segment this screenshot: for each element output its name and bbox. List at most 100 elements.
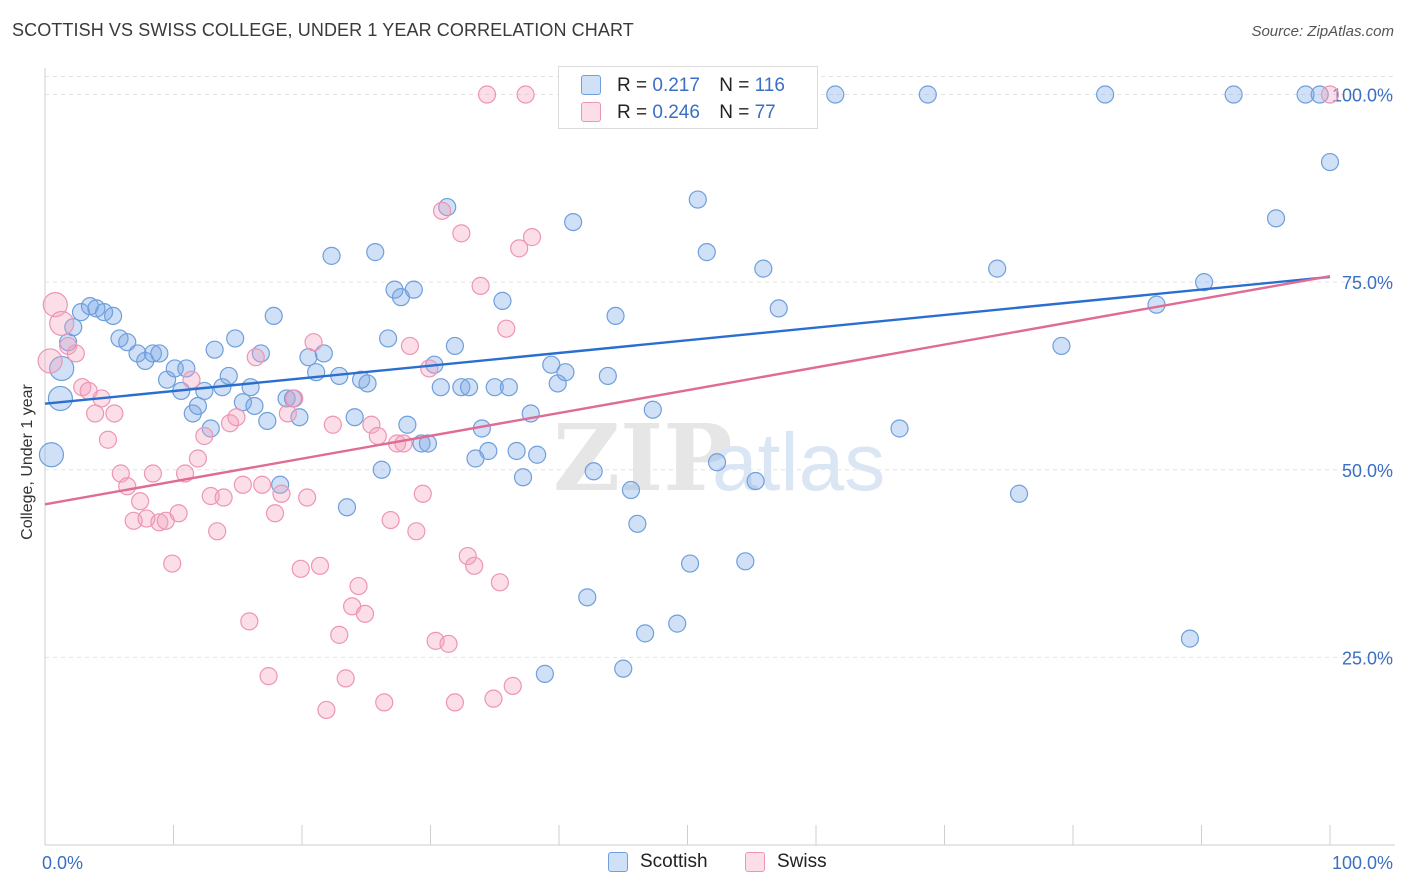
scottish-point-48 — [372, 460, 391, 479]
scottish-point-59 — [445, 336, 465, 356]
scottish-point-14 — [143, 344, 163, 363]
swiss-point-63 — [445, 693, 465, 712]
scottish-point-65 — [485, 378, 504, 397]
scottish-point-85 — [628, 514, 647, 533]
scottish-point-84 — [621, 480, 641, 500]
swiss-point-29 — [227, 408, 246, 427]
scottish-point-32 — [258, 411, 277, 431]
legend-swatch-scottish — [581, 75, 601, 95]
scottish-point-27 — [226, 329, 245, 348]
scottish-point-76 — [564, 212, 583, 232]
scottish-point-52 — [398, 415, 417, 434]
swiss-point-35 — [265, 504, 285, 523]
data-points — [37, 85, 1340, 720]
swiss-point-38 — [285, 389, 304, 408]
swiss-point-56 — [400, 336, 420, 356]
swiss-point-36 — [272, 484, 291, 503]
gridlines — [45, 76, 1395, 658]
swiss-point-66 — [465, 556, 484, 575]
scottish-point-13 — [136, 351, 155, 371]
scottish-point-68 — [507, 441, 526, 461]
scottish-point-60 — [452, 378, 471, 397]
scottish-point-95 — [736, 552, 755, 571]
scottish-point-35 — [277, 389, 296, 408]
bottom-legend-label-swiss: Swiss — [777, 851, 827, 872]
swiss-point-7 — [86, 404, 105, 423]
scottish-point-19 — [177, 359, 196, 378]
swiss-point-68 — [477, 85, 497, 104]
swiss-point-62 — [439, 634, 458, 653]
swiss-point-32 — [246, 348, 265, 367]
scottish-point-40 — [314, 344, 333, 363]
scottish-point-98 — [769, 299, 788, 318]
scottish-point-64 — [479, 441, 498, 461]
legend-n-label: N = — [719, 75, 750, 96]
scottish-point-37 — [290, 408, 309, 427]
scottish-point-1 — [47, 385, 74, 412]
swiss-point-43 — [317, 700, 336, 720]
swiss-point-3 — [59, 336, 78, 356]
swiss-point-51 — [368, 426, 387, 446]
scottish-point-101 — [918, 85, 937, 104]
swiss-point-27 — [214, 488, 233, 507]
swiss-point-40 — [298, 488, 317, 507]
scottish-point-111 — [1296, 85, 1315, 104]
scottish-point-30 — [245, 396, 264, 416]
scottish-point-75 — [556, 363, 575, 382]
swiss-point-59 — [420, 359, 439, 378]
scottish-point-23 — [201, 419, 220, 438]
legend-r-label: R = — [617, 102, 648, 123]
scottish-point-100 — [890, 419, 909, 438]
scottish-point-103 — [1009, 484, 1029, 503]
watermark-zip: ZIP — [553, 404, 732, 512]
swiss-point-16 — [143, 464, 163, 483]
legend-r-value-swiss: 0.246 — [652, 102, 700, 123]
scottish-point-47 — [366, 243, 385, 262]
swiss-point-67 — [471, 276, 490, 295]
scottish-point-99 — [826, 85, 845, 104]
legend-r-label: R = — [617, 75, 648, 96]
swiss-point-65 — [458, 546, 477, 566]
swiss-point-44 — [323, 415, 342, 434]
swiss-trend-line — [44, 274, 1331, 506]
x-tick-label-min: 0.0% — [42, 853, 83, 873]
scottish-point-110 — [1266, 209, 1286, 228]
swiss-point-4 — [66, 344, 85, 363]
scottish-point-5 — [71, 303, 91, 322]
scottish-point-104 — [1052, 336, 1071, 356]
legend-swatch-swiss — [581, 102, 601, 122]
swiss-point-24 — [195, 426, 214, 446]
scottish-point-12 — [128, 344, 147, 363]
scottish-point-109 — [1224, 85, 1243, 104]
scottish-point-55 — [418, 434, 438, 453]
scottish-point-113 — [1320, 152, 1340, 172]
swiss-point-31 — [240, 612, 259, 631]
swiss-point-2 — [49, 310, 75, 337]
y-tick-label-2: 75.0% — [1342, 273, 1393, 293]
scottish-point-83 — [614, 659, 633, 678]
scottish-point-57 — [431, 378, 450, 397]
swiss-point-30 — [233, 475, 252, 494]
watermark: ZIP atlas — [553, 404, 885, 512]
x-tick-label-max: 100.0% — [1332, 853, 1393, 873]
scottish-point-44 — [345, 408, 364, 427]
scottish-point-106 — [1147, 295, 1166, 314]
tick-labels: 25.0% 50.0% 75.0% 100.0% 0.0% 100.0% — [42, 86, 1393, 873]
scottish-point-102 — [988, 259, 1007, 278]
bottom-legend-swatch-scottish — [608, 852, 628, 872]
swiss-point-22 — [182, 370, 201, 389]
legend-n-value-scottish: 116 — [754, 75, 785, 96]
scottish-point-61 — [459, 378, 479, 397]
scottish-point-66 — [493, 291, 512, 310]
swiss-point-17 — [150, 513, 169, 532]
swiss-point-14 — [130, 492, 150, 511]
scottish-point-50 — [385, 280, 404, 299]
swiss-point-70 — [490, 573, 509, 592]
legend-n-label: N = — [719, 102, 750, 123]
scottish-point-72 — [535, 664, 554, 683]
swiss-point-48 — [349, 576, 368, 596]
scottish-point-79 — [584, 462, 603, 481]
y-tick-label-0: 25.0% — [1342, 648, 1393, 668]
scottish-point-108 — [1194, 273, 1214, 292]
